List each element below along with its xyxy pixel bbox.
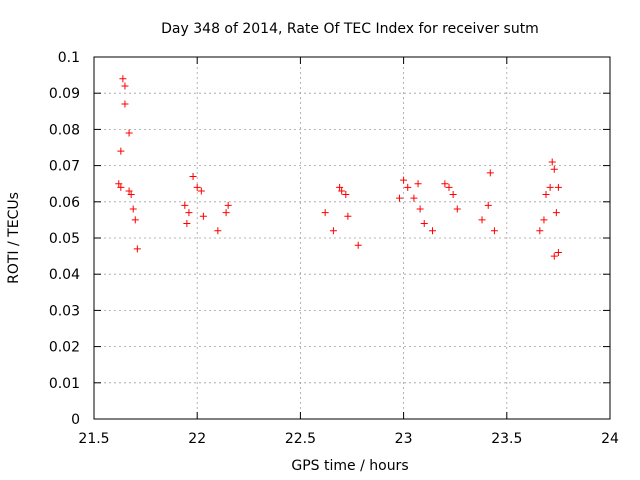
data-point bbox=[546, 183, 554, 191]
data-point bbox=[354, 241, 362, 249]
data-point bbox=[414, 180, 422, 188]
data-point bbox=[127, 191, 135, 199]
axis-ticks: 0 0.01 0.02 0.03 0.04 0.05 0.06 0.07 0.08 0.09 0.1… bbox=[49, 50, 619, 447]
x-tick-label: 24 bbox=[601, 431, 619, 447]
data-point bbox=[342, 191, 350, 199]
data-point bbox=[536, 227, 544, 235]
data-point bbox=[224, 201, 232, 209]
data-point bbox=[117, 147, 125, 155]
data-point bbox=[542, 191, 550, 199]
data-point bbox=[129, 205, 137, 213]
y-tick-label: 0.03 bbox=[49, 303, 80, 319]
y-tick-label: 0.04 bbox=[49, 267, 80, 283]
data-point bbox=[125, 129, 133, 137]
data-point bbox=[441, 180, 449, 188]
data-point bbox=[181, 201, 189, 209]
data-point bbox=[119, 75, 127, 83]
x-tick-label: 22 bbox=[188, 431, 206, 447]
data-point bbox=[193, 183, 201, 191]
data-point bbox=[338, 187, 346, 195]
plot-frame bbox=[93, 56, 611, 420]
data-point bbox=[486, 169, 494, 177]
x-tick-label: 23.5 bbox=[491, 431, 522, 447]
data-point bbox=[548, 158, 556, 166]
data-point bbox=[321, 209, 329, 217]
y-tick-label: 0.05 bbox=[49, 231, 80, 247]
data-point bbox=[552, 209, 560, 217]
y-tick-label: 0.06 bbox=[49, 195, 80, 211]
data-point bbox=[453, 205, 461, 213]
x-tick-label: 22.5 bbox=[285, 431, 316, 447]
data-point bbox=[115, 180, 123, 188]
x-tick-label: 23 bbox=[395, 431, 413, 447]
data-point bbox=[445, 183, 453, 191]
data-point bbox=[344, 212, 352, 220]
data-point bbox=[125, 187, 133, 195]
data-point bbox=[214, 227, 222, 235]
y-tick-label: 0.09 bbox=[49, 86, 80, 102]
data-point bbox=[197, 187, 205, 195]
data-point bbox=[336, 183, 344, 191]
data-point bbox=[410, 194, 418, 202]
data-point bbox=[395, 194, 403, 202]
x-axis-label: GPS time / hours bbox=[291, 458, 408, 474]
data-point bbox=[222, 209, 230, 217]
data-point bbox=[121, 82, 129, 90]
data-point bbox=[185, 209, 193, 217]
y-tick-label: 0.1 bbox=[58, 50, 80, 66]
data-point bbox=[449, 191, 457, 199]
data-point bbox=[183, 220, 191, 228]
data-point bbox=[550, 252, 558, 260]
x-tick-label: 21.5 bbox=[78, 431, 109, 447]
data-point bbox=[420, 220, 428, 228]
data-point bbox=[133, 245, 141, 253]
data-point bbox=[400, 176, 408, 184]
data-point bbox=[117, 183, 125, 191]
y-tick-label: 0.07 bbox=[49, 159, 80, 175]
grid bbox=[94, 57, 610, 419]
y-tick-label: 0 bbox=[71, 412, 80, 428]
data-point bbox=[540, 216, 548, 224]
data-point bbox=[189, 172, 197, 180]
data-point bbox=[428, 227, 436, 235]
data-points bbox=[115, 75, 562, 260]
y-tick-label: 0.08 bbox=[49, 122, 80, 138]
data-point bbox=[404, 183, 412, 191]
data-point bbox=[550, 165, 558, 173]
data-point bbox=[131, 216, 139, 224]
y-tick-label: 0.02 bbox=[49, 340, 80, 356]
data-point bbox=[484, 201, 492, 209]
data-point bbox=[329, 227, 337, 235]
data-point bbox=[199, 212, 207, 220]
data-point bbox=[416, 205, 424, 213]
y-tick-label: 0.01 bbox=[49, 376, 80, 392]
data-point bbox=[121, 100, 129, 108]
data-point bbox=[554, 248, 562, 256]
data-point bbox=[554, 183, 562, 191]
y-axis-label: ROTI / TECUs bbox=[6, 192, 22, 284]
data-point bbox=[478, 216, 486, 224]
data-point bbox=[490, 227, 498, 235]
chart-title: Day 348 of 2014, Rate Of TEC Index for r… bbox=[161, 21, 539, 37]
